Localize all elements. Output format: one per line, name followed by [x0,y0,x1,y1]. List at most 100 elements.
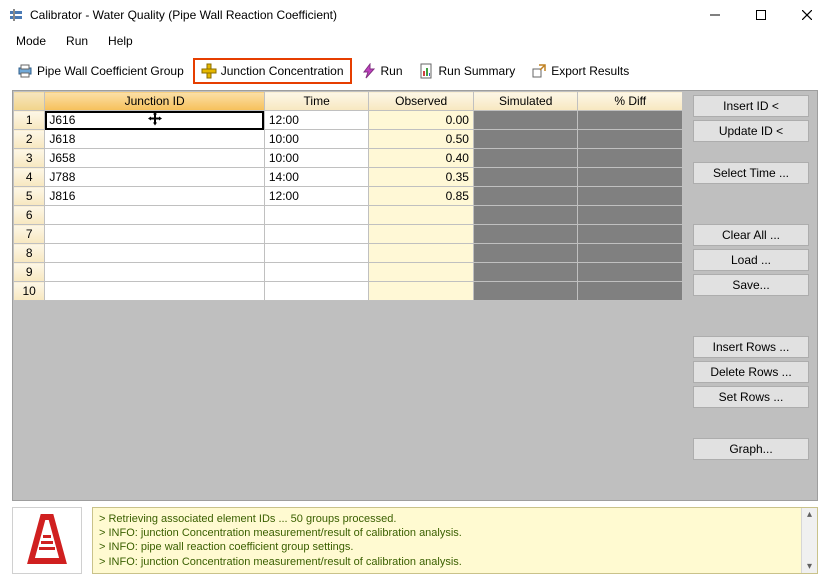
scroll-down-icon[interactable]: ▾ [807,560,812,573]
row-header[interactable]: 9 [14,263,45,282]
scroll-up-icon[interactable]: ▴ [807,508,812,521]
insert-rows-button[interactable]: Insert Rows ... [693,336,809,358]
save-button[interactable]: Save... [693,274,809,296]
table-row[interactable]: 1J61612:000.00 [14,111,683,130]
toolbar-export-results[interactable]: Export Results [524,59,636,83]
window-controls [692,0,830,30]
cell-observed[interactable] [369,282,474,301]
table-row[interactable]: 7 [14,225,683,244]
toolbar-run[interactable]: Run [354,59,410,83]
insert-id-button[interactable]: Insert ID < [693,95,809,117]
table-row[interactable]: 3J65810:000.40 [14,149,683,168]
table-row[interactable]: 8 [14,244,683,263]
col-pct-diff[interactable]: % Diff [578,92,683,111]
title-bar: Calibrator - Water Quality (Pipe Wall Re… [0,0,830,30]
cell-observed[interactable]: 0.35 [369,168,474,187]
cell-time[interactable] [264,225,369,244]
table-row[interactable]: 4J78814:000.35 [14,168,683,187]
log-panel[interactable]: > Retrieving associated element IDs ... … [92,507,818,574]
cell-observed[interactable]: 0.40 [369,149,474,168]
row-header[interactable]: 4 [14,168,45,187]
row-header[interactable]: 6 [14,206,45,225]
cell-simulated [473,282,578,301]
cell-junction-id[interactable]: J618 [45,130,265,149]
cell-junction-id[interactable] [45,263,265,282]
app-icon [8,7,24,23]
log-scrollbar[interactable]: ▴ ▾ [801,508,817,573]
cell-junction-id[interactable]: J616 [45,111,265,130]
grid-corner[interactable] [14,92,45,111]
grid-container: Junction ID Time Observed Simulated % Di… [13,91,683,500]
report-icon [419,63,435,79]
col-junction-id[interactable]: Junction ID [45,92,265,111]
window-title: Calibrator - Water Quality (Pipe Wall Re… [30,8,692,22]
menu-run[interactable]: Run [58,32,96,50]
cell-time[interactable] [264,206,369,225]
row-header[interactable]: 7 [14,225,45,244]
cell-junction-id[interactable] [45,282,265,301]
col-observed[interactable]: Observed [369,92,474,111]
menu-help[interactable]: Help [100,32,141,50]
load-button[interactable]: Load ... [693,249,809,271]
col-time[interactable]: Time [264,92,369,111]
data-grid[interactable]: Junction ID Time Observed Simulated % Di… [13,91,683,301]
toolbar-pipe-wall-group[interactable]: Pipe Wall Coefficient Group [10,59,191,83]
menu-mode[interactable]: Mode [8,32,54,50]
table-row[interactable]: 2J61810:000.50 [14,130,683,149]
cell-junction-id[interactable] [45,225,265,244]
row-header[interactable]: 3 [14,149,45,168]
table-row[interactable]: 9 [14,263,683,282]
update-id-button[interactable]: Update ID < [693,120,809,142]
minimize-button[interactable] [692,0,738,30]
cell-observed[interactable] [369,225,474,244]
graph-button[interactable]: Graph... [693,438,809,460]
cell-time[interactable]: 12:00 [264,187,369,206]
maximize-button[interactable] [738,0,784,30]
toolbar-junction-concentration[interactable]: Junction Concentration [193,58,352,84]
row-header[interactable]: 2 [14,130,45,149]
cell-observed[interactable]: 0.00 [369,111,474,130]
main-panel: Junction ID Time Observed Simulated % Di… [12,90,818,501]
cell-time[interactable] [264,263,369,282]
set-rows-button[interactable]: Set Rows ... [693,386,809,408]
cell-time[interactable]: 10:00 [264,130,369,149]
table-row[interactable]: 5J81612:000.85 [14,187,683,206]
cell-simulated [473,263,578,282]
cell-pct-diff [578,244,683,263]
select-time-button[interactable]: Select Time ... [693,162,809,184]
cell-time[interactable]: 14:00 [264,168,369,187]
cell-observed[interactable] [369,244,474,263]
row-header[interactable]: 5 [14,187,45,206]
cell-junction-id[interactable]: J788 [45,168,265,187]
cell-junction-id[interactable] [45,244,265,263]
cell-observed[interactable]: 0.50 [369,130,474,149]
cell-pct-diff [578,282,683,301]
log-line: > INFO: pipe wall reaction coefficient g… [99,540,811,554]
cell-observed[interactable] [369,263,474,282]
close-button[interactable] [784,0,830,30]
toolbar-pipe-wall-group-label: Pipe Wall Coefficient Group [37,64,184,78]
cell-time[interactable]: 10:00 [264,149,369,168]
delete-rows-button[interactable]: Delete Rows ... [693,361,809,383]
cell-time[interactable] [264,244,369,263]
cell-time[interactable] [264,282,369,301]
row-header[interactable]: 8 [14,244,45,263]
table-row[interactable]: 6 [14,206,683,225]
menu-bar: Mode Run Help [0,30,830,54]
toolbar-run-summary[interactable]: Run Summary [412,59,523,83]
cell-junction-id[interactable] [45,206,265,225]
cell-junction-id[interactable]: J816 [45,187,265,206]
row-header[interactable]: 10 [14,282,45,301]
cell-observed[interactable] [369,206,474,225]
cell-time[interactable]: 12:00 [264,111,369,130]
row-header[interactable]: 1 [14,111,45,130]
cell-observed[interactable]: 0.85 [369,187,474,206]
col-simulated[interactable]: Simulated [473,92,578,111]
clear-all-button[interactable]: Clear All ... [693,224,809,246]
table-row[interactable]: 10 [14,282,683,301]
cell-pct-diff [578,225,683,244]
cell-simulated [473,206,578,225]
status-row: > Retrieving associated element IDs ... … [12,507,818,574]
cell-simulated [473,149,578,168]
cell-junction-id[interactable]: J658 [45,149,265,168]
